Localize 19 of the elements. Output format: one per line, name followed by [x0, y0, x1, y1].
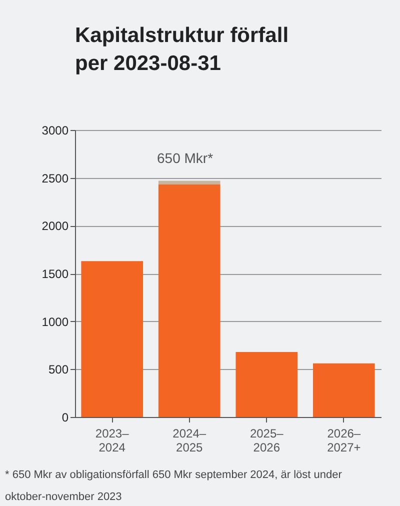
x-tick-label: 2025– 2026 — [250, 426, 284, 454]
y-tick-label: 1500 — [42, 267, 69, 281]
y-tick-label: 2000 — [42, 219, 69, 234]
x-tick-label: 2023– 2024 — [95, 426, 130, 454]
bar — [158, 180, 220, 185]
x-tick-label: 2026– 2027+ — [327, 426, 361, 454]
chart-title: Kapitalstruktur förfall per 2023-08-31 — [75, 24, 289, 75]
bar — [81, 261, 143, 417]
text: * 650 Mkr av obligationsförfall 650 Mkr september 2024, är löst under oktober-november 2023 — [5, 469, 342, 503]
y-tick-label: 1000 — [42, 314, 69, 329]
y-tick-label: 0 — [62, 410, 69, 424]
bar — [313, 363, 375, 417]
y-tick-label: 3000 — [42, 124, 69, 138]
y-tick-label: 2500 — [42, 171, 69, 186]
bar — [158, 184, 220, 417]
annotation: 650 Mkr* — [157, 150, 214, 166]
x-tick-label: 2024– 2025 — [172, 426, 206, 454]
y-tick-label: 500 — [48, 362, 69, 377]
bar — [236, 352, 298, 417]
